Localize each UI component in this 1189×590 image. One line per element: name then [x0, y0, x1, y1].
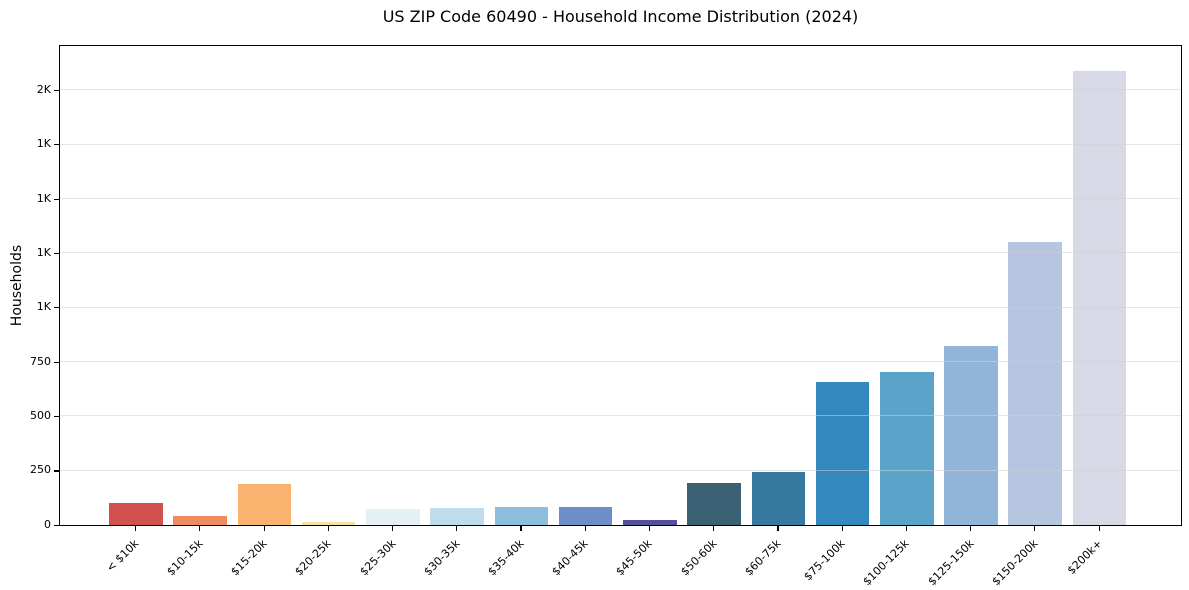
- x-tick-label-text: $75-100k: [801, 537, 848, 584]
- x-axis-tick: [391, 526, 394, 531]
- gridline: [60, 415, 1181, 417]
- y-axis-tick: [54, 524, 59, 526]
- gridline: [60, 360, 1181, 362]
- gridline: [60, 89, 1181, 91]
- x-tick-label-text: $15-20k: [228, 537, 270, 579]
- y-axis-tick: [54, 416, 59, 418]
- bar-$15-20k: [237, 483, 292, 525]
- gridline: [60, 469, 1181, 471]
- x-axis-tick: [520, 526, 522, 531]
- bar-< $10k: [109, 503, 163, 525]
- bar-$50-60k: [687, 482, 741, 525]
- y-tick-label: 750: [30, 354, 51, 368]
- y-tick-label: 2K: [36, 82, 51, 96]
- x-axis-tick: [648, 526, 651, 531]
- x-axis-tick: [199, 526, 201, 531]
- x-tick-label-text: $200k+: [1064, 537, 1105, 578]
- bar-$125-150k: [944, 345, 998, 525]
- x-tick-label-text: $125-150k: [925, 537, 977, 589]
- y-tick-label: 1K: [36, 245, 51, 259]
- gridline: [60, 306, 1181, 308]
- y-axis-tick: [54, 144, 59, 146]
- bar-$20-25k: [301, 521, 356, 525]
- x-axis-tick: [841, 526, 843, 531]
- x-tick-label-text: $60-75k: [742, 537, 784, 579]
- x-axis-tick: [584, 526, 586, 531]
- x-axis-tick: [905, 526, 908, 531]
- bar-$200k+: [1072, 70, 1127, 525]
- x-axis-tick: [777, 526, 779, 531]
- x-tick-label-text: $50-60k: [678, 537, 720, 579]
- x-tick-label-text: $100-125k: [860, 537, 912, 589]
- x-tick-label-text: $35-40k: [485, 537, 527, 579]
- x-axis-tick: [263, 526, 265, 531]
- y-axis-tick: [54, 252, 59, 255]
- bar-$60-75k: [751, 471, 806, 525]
- y-axis-tick: [54, 89, 59, 92]
- x-axis-tick: [970, 526, 972, 531]
- x-axis-tick: [1034, 526, 1036, 531]
- y-axis-label: Households: [9, 244, 25, 327]
- x-tick-label-text: $20-25k: [292, 537, 334, 579]
- y-tick-label: 250: [30, 463, 51, 477]
- x-tick-label-text: $10-15k: [164, 537, 206, 579]
- y-tick-label: 1K: [36, 300, 51, 314]
- bar-$25-30k: [366, 508, 420, 525]
- y-tick-label: 1K: [36, 191, 51, 205]
- bar-$150-200k: [1008, 242, 1062, 525]
- bar-$45-50k: [623, 519, 677, 525]
- y-tick-label: 1K: [36, 137, 51, 151]
- x-tick-label-text: $150-200k: [989, 537, 1041, 589]
- gridline: [60, 143, 1181, 145]
- bar-$10-15k: [173, 516, 227, 525]
- chart-title: US ZIP Code 60490 - Household Income Dis…: [382, 7, 859, 26]
- y-axis-tick: [54, 307, 59, 309]
- y-tick-label: 0: [44, 517, 51, 531]
- x-tick-label-text: $45-50k: [613, 537, 655, 579]
- gridline: [60, 197, 1181, 199]
- x-tick-label-text: $30-35k: [421, 537, 463, 579]
- bar-$75-100k: [815, 381, 870, 525]
- bar-$100-125k: [880, 371, 934, 525]
- x-axis-tick: [456, 526, 458, 531]
- x-axis-tick: [1098, 526, 1100, 531]
- x-axis-tick: [327, 526, 329, 531]
- bar-$40-45k: [558, 507, 613, 525]
- gridline: [60, 252, 1181, 254]
- y-tick-label: 500: [30, 409, 51, 422]
- y-axis-tick: [54, 198, 59, 200]
- x-tick-label-text: < $10k: [103, 537, 142, 575]
- plot-area: [59, 45, 1182, 526]
- y-axis-tick: [54, 470, 59, 472]
- x-axis-tick: [713, 526, 715, 531]
- bar-$30-35k: [430, 507, 484, 525]
- bar-$35-40k: [494, 506, 549, 525]
- y-axis-tick: [54, 361, 59, 363]
- x-tick-label-text: $25-30k: [356, 537, 399, 579]
- x-tick-label-text: $40-45k: [549, 537, 591, 579]
- x-axis-tick: [135, 526, 137, 531]
